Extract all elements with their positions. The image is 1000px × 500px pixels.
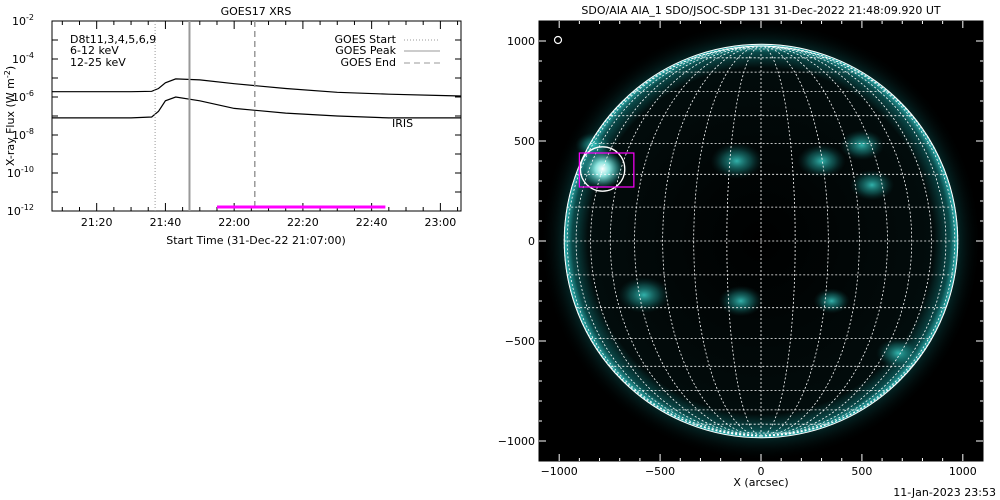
goes-y-axis-label-close: ) bbox=[4, 66, 17, 70]
goes-y-tick-label: 10-10 bbox=[7, 165, 34, 180]
aia-meridian bbox=[760, 45, 860, 437]
goes-series-short bbox=[52, 96, 461, 119]
goes-chart-title: GOES17 XRS bbox=[221, 5, 292, 18]
aia-y-tick-label: 1000 bbox=[507, 35, 535, 48]
goes-y-tick-label: 10-8 bbox=[12, 127, 34, 142]
aia-y-tick-label: 500 bbox=[514, 135, 535, 148]
aia-y-tick-label: −500 bbox=[505, 335, 535, 348]
goes-y-axis-label: X-ray Flux (W m-2) bbox=[3, 66, 17, 166]
aia-iris-fov-label: IRIS FOV bbox=[551, 432, 598, 445]
aia-meridian bbox=[634, 45, 762, 437]
goes-x-tick-label: 21:40 bbox=[150, 216, 182, 229]
aia-active-region bbox=[710, 142, 764, 180]
aia-x-tick-label: 1000 bbox=[949, 465, 977, 478]
aia-axis-ticks bbox=[539, 21, 983, 461]
aia-image-layer bbox=[540, 21, 982, 461]
goes-x-tick-label: 22:20 bbox=[287, 216, 319, 229]
goes-x-tick-labels: 21:20 21:40 22:00 22:20 22:40 23:00 bbox=[81, 216, 456, 229]
goes-legend-low-energy: 6-12 keV bbox=[70, 44, 119, 57]
goes-x-axis-label: Start Time (31-Dec-22 21:07:00) bbox=[166, 234, 346, 247]
goes-y-tick-label: 10-4 bbox=[12, 51, 34, 66]
aia-iris-fov-box bbox=[578, 152, 635, 188]
aia-flare-legend: AIA flare location bbox=[566, 34, 660, 47]
goes-y-axis-label-exp: -2 bbox=[3, 70, 12, 78]
aia-x-tick-label: 0 bbox=[758, 465, 765, 478]
aia-x-tick-label: −500 bbox=[645, 465, 675, 478]
aia-x-axis-label: X (arcsec) bbox=[733, 476, 788, 489]
goes-x-tick-label: 21:20 bbox=[81, 216, 113, 229]
goes-x-tick-label: 23:00 bbox=[425, 216, 457, 229]
goes-series-long bbox=[52, 78, 462, 97]
aia-x-tick-label: 500 bbox=[851, 465, 872, 478]
goes-x-tick-label: 22:40 bbox=[356, 216, 388, 229]
aia-y-tick-label: −1000 bbox=[498, 435, 535, 448]
aia-flare-circle bbox=[579, 146, 626, 192]
aia-active-region bbox=[718, 285, 764, 317]
aia-active-region bbox=[876, 337, 921, 369]
aia-x-tick-labels: −1000 −500 0 500 1000 bbox=[541, 465, 977, 478]
goes-y-tick-label: 10-2 bbox=[12, 13, 34, 28]
aia-active-region bbox=[797, 144, 846, 178]
goes-legend-peak: GOES Peak bbox=[335, 44, 396, 57]
aia-active-region bbox=[813, 288, 850, 314]
goes-y-axis-label-text: X-ray Flux (W m bbox=[4, 78, 17, 166]
goes-y-tick-label: 10-12 bbox=[7, 203, 34, 218]
goes-event-lines bbox=[154, 21, 386, 211]
footer-timestamp: 11-Jan-2023 23:53 bbox=[893, 486, 996, 499]
aia-x-tick-label: −1000 bbox=[541, 465, 578, 478]
goes-legend-start: GOES Start bbox=[335, 33, 397, 46]
aia-limb bbox=[563, 43, 959, 439]
aia-y-tick-labels: 1000 500 0 −500 −1000 bbox=[498, 35, 535, 448]
goes-legend-end: GOES End bbox=[340, 56, 396, 69]
goes-iris-label: IRIS bbox=[392, 117, 413, 130]
aia-flare-legend-marker bbox=[553, 35, 563, 45]
aia-meridian bbox=[760, 45, 947, 437]
goes-x-tick-label: 22:00 bbox=[218, 216, 250, 229]
aia-active-region bbox=[617, 276, 671, 314]
goes-plot-frame bbox=[51, 20, 462, 212]
goes-legend-header: D8t11,3,4,5,6,9 bbox=[70, 33, 156, 46]
aia-meridian bbox=[609, 45, 762, 437]
goes-series-group bbox=[52, 78, 462, 119]
aia-heliographic-grid bbox=[563, 43, 959, 439]
aia-chart-title: SDO/AIA AIA_1 SDO/JSOC-SDP 131 31-Dec-20… bbox=[581, 4, 940, 17]
aia-meridian bbox=[760, 45, 796, 437]
aia-y-tick-label: 0 bbox=[528, 235, 535, 248]
aia-meridian bbox=[760, 45, 932, 437]
aia-active-region bbox=[839, 129, 885, 161]
goes-y-tick-label: 10-6 bbox=[12, 89, 34, 104]
aia-active-region bbox=[849, 169, 895, 201]
goes-legend-high-energy: 12-25 keV bbox=[70, 56, 126, 69]
goes-y-tick-labels: 10-12 10-10 10-8 10-6 10-4 10-2 bbox=[7, 13, 34, 218]
aia-meridian bbox=[760, 45, 956, 437]
